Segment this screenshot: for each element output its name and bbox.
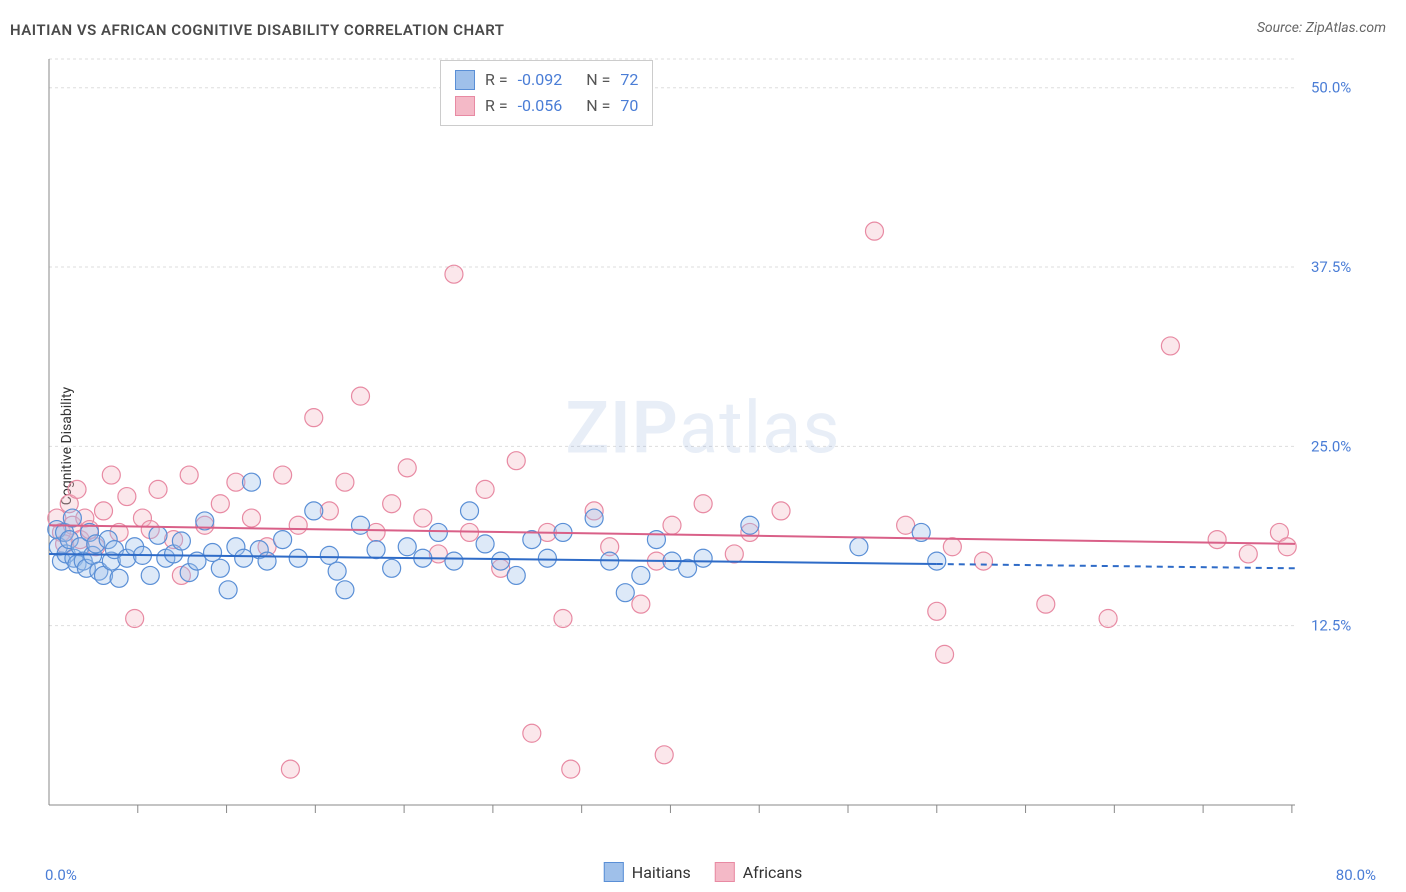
legend-item-haitians: Haitians <box>604 862 691 882</box>
bottom-legend: Haitians Africans <box>604 862 802 882</box>
legend-label-haitians: Haitians <box>632 863 691 882</box>
swatch-haitians <box>455 70 475 90</box>
n-value-haitians: 72 <box>620 67 638 93</box>
swatch-africans <box>455 96 475 116</box>
stats-legend-box: R = -0.092 N = 72 R = -0.056 N = 70 <box>440 60 653 126</box>
x-max-label: 80.0% <box>1336 866 1376 884</box>
r-value-africans: -0.056 <box>518 93 563 119</box>
chart-title: HAITIAN VS AFRICAN COGNITIVE DISABILITY … <box>10 21 505 39</box>
svg-text:37.5%: 37.5% <box>1311 258 1351 276</box>
scatter-plot: 12.5% 25.0% 37.5% 50.0% <box>45 55 1365 845</box>
r-label: R = <box>485 67 508 93</box>
svg-text:50.0%: 50.0% <box>1311 79 1351 97</box>
n-label: N = <box>586 93 610 119</box>
svg-text:25.0%: 25.0% <box>1311 437 1351 455</box>
stats-row-haitians: R = -0.092 N = 72 <box>455 67 638 93</box>
svg-text:12.5%: 12.5% <box>1311 617 1351 635</box>
swatch-africans <box>715 862 735 882</box>
r-value-haitians: -0.092 <box>518 67 563 93</box>
x-min-label: 0.0% <box>45 866 77 884</box>
legend-item-africans: Africans <box>715 862 802 882</box>
swatch-haitians <box>604 862 624 882</box>
legend-label-africans: Africans <box>743 863 802 882</box>
r-label: R = <box>485 93 508 119</box>
source-label: Source: ZipAtlas.com <box>1257 20 1386 36</box>
n-label: N = <box>586 67 610 93</box>
stats-row-africans: R = -0.056 N = 70 <box>455 93 638 119</box>
n-value-africans: 70 <box>620 93 638 119</box>
